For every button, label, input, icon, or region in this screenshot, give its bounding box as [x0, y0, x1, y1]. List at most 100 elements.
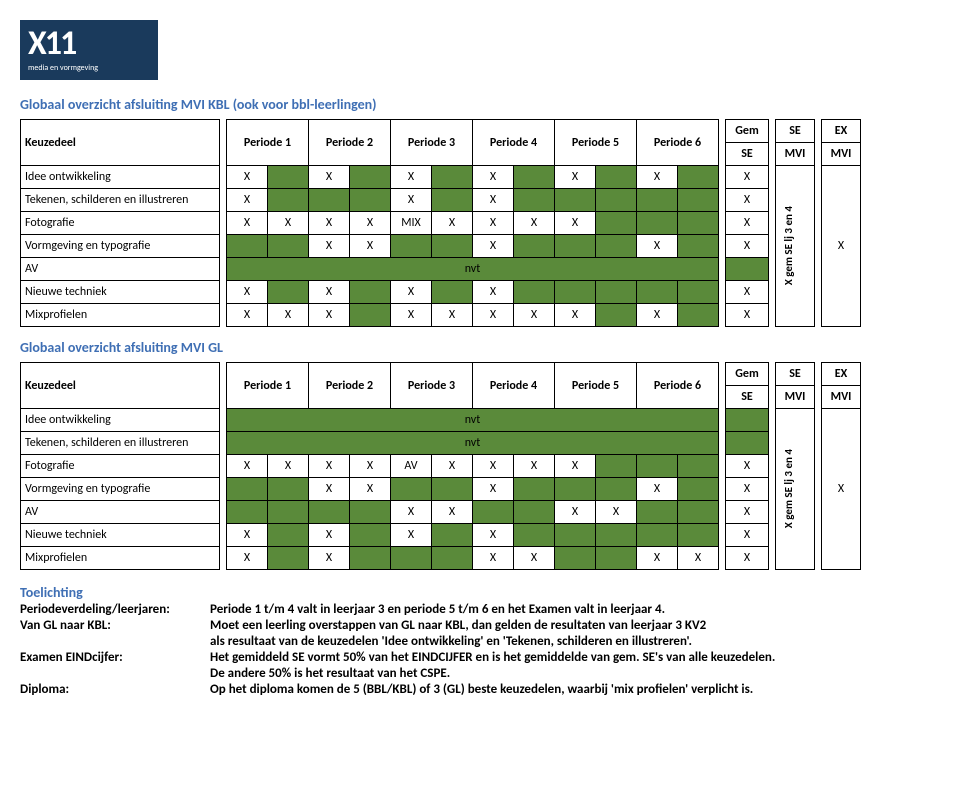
- cell-gem: [726, 258, 769, 281]
- cell: [678, 478, 719, 501]
- cell: [596, 212, 637, 235]
- cell: AV: [391, 455, 432, 478]
- cell: [555, 478, 596, 501]
- cell: [391, 547, 432, 570]
- col-gem-top: Gem: [726, 363, 769, 386]
- table-1: KeuzedeelPeriode 1Periode 2Periode 3Peri…: [20, 119, 940, 327]
- section-title-2: Globaal overzicht afsluiting MVI GL: [20, 339, 940, 356]
- toel-label: [20, 634, 210, 649]
- cell: [678, 304, 719, 327]
- row-label: Vormgeving en typografie: [21, 478, 220, 501]
- cell: [514, 189, 555, 212]
- cell-gem: [726, 432, 769, 455]
- col-period-3: Periode 3: [391, 120, 473, 166]
- cell: [350, 189, 391, 212]
- cell: [268, 547, 309, 570]
- row-label: Idee ontwikkeling: [21, 409, 220, 432]
- cell: X: [268, 304, 309, 327]
- cell: X: [350, 455, 391, 478]
- cell-ex-mvi: X: [822, 166, 861, 327]
- row-label: Fotografie: [21, 455, 220, 478]
- cell: X: [473, 455, 514, 478]
- cell-gem: X: [726, 235, 769, 258]
- cell: X: [555, 455, 596, 478]
- cell: X: [473, 281, 514, 304]
- cell: [432, 189, 473, 212]
- cell: X: [227, 304, 268, 327]
- cell: [596, 166, 637, 189]
- row-label: Nieuwe techniek: [21, 281, 220, 304]
- cell: [596, 281, 637, 304]
- cell: X: [637, 547, 678, 570]
- col-gem-top: Gem: [726, 120, 769, 143]
- cell: [596, 304, 637, 327]
- logo: X11 media en vormgeving: [20, 20, 158, 80]
- cell: X: [227, 212, 268, 235]
- col-se-top: SE: [776, 120, 815, 143]
- col-period-5: Periode 5: [555, 363, 637, 409]
- cell: [268, 524, 309, 547]
- row-label: Nieuwe techniek: [21, 524, 220, 547]
- col-period-6: Periode 6: [637, 363, 719, 409]
- row-label: AV: [21, 501, 220, 524]
- col-ex-bot: MVI: [822, 386, 861, 409]
- cell: [514, 501, 555, 524]
- cell: X: [309, 478, 350, 501]
- toel-text: De andere 50% is het resultaat van het C…: [210, 666, 450, 681]
- cell-gem: X: [726, 478, 769, 501]
- cell: X: [227, 189, 268, 212]
- cell: X: [432, 304, 473, 327]
- cell: X: [309, 235, 350, 258]
- cell: [678, 524, 719, 547]
- cell: [678, 455, 719, 478]
- cell: X: [596, 501, 637, 524]
- cell: [596, 547, 637, 570]
- cell-nvt: nvt: [227, 432, 719, 455]
- cell: X: [555, 304, 596, 327]
- cell: X: [227, 524, 268, 547]
- row-label: Vormgeving en typografie: [21, 235, 220, 258]
- row-label: AV: [21, 258, 220, 281]
- cell: [432, 281, 473, 304]
- cell: [350, 281, 391, 304]
- cell: X: [514, 455, 555, 478]
- cell: [227, 235, 268, 258]
- col-period-2: Periode 2: [309, 363, 391, 409]
- cell: [514, 524, 555, 547]
- row-label: Mixprofielen: [21, 304, 220, 327]
- row-label: Tekenen, schilderen en illustreren: [21, 189, 220, 212]
- cell: [678, 501, 719, 524]
- cell: X: [473, 212, 514, 235]
- cell: [432, 478, 473, 501]
- row-label: Idee ontwikkeling: [21, 166, 220, 189]
- cell: [596, 478, 637, 501]
- cell: X: [227, 455, 268, 478]
- cell: X: [391, 501, 432, 524]
- cell: X: [514, 304, 555, 327]
- cell: [309, 501, 350, 524]
- logo-main: X11: [28, 27, 158, 61]
- cell: X: [350, 478, 391, 501]
- col-ex-top: EX: [822, 363, 861, 386]
- cell: X: [473, 304, 514, 327]
- cell-ex-mvi: X: [822, 409, 861, 570]
- cell: X: [309, 304, 350, 327]
- cell: X: [473, 166, 514, 189]
- col-se-bot: MVI: [776, 143, 815, 166]
- cell: X: [473, 189, 514, 212]
- cell: X: [473, 547, 514, 570]
- cell-gem: X: [726, 524, 769, 547]
- toel-text: Het gemiddeld SE vormt 50% van het EINDC…: [210, 650, 775, 665]
- vert-label: X gem SE lj 3 en 4: [780, 202, 797, 289]
- cell: X: [514, 212, 555, 235]
- cell: X: [391, 281, 432, 304]
- cell: X: [350, 212, 391, 235]
- cell-gem: X: [726, 166, 769, 189]
- cell: [514, 478, 555, 501]
- toel-text: als resultaat van de keuzedelen 'Idee on…: [210, 634, 692, 649]
- cell: X: [637, 478, 678, 501]
- cell: [350, 166, 391, 189]
- cell-gem: X: [726, 212, 769, 235]
- cell-gem: X: [726, 455, 769, 478]
- cell: X: [473, 524, 514, 547]
